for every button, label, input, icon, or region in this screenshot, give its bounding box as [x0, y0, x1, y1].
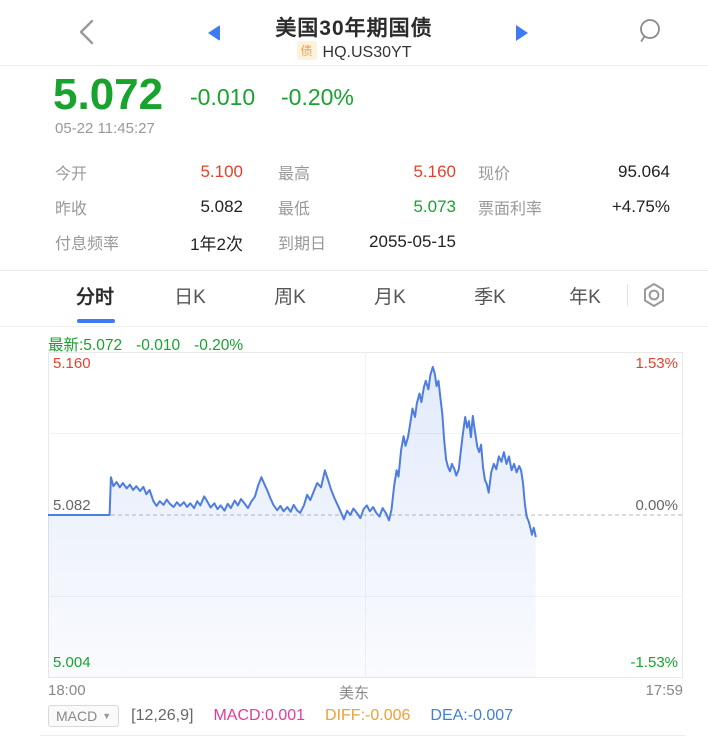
time-end-label: 17:59: [645, 682, 683, 699]
y-axis-prev-close: 5.082: [53, 497, 91, 514]
chevron-down-icon: ▼: [102, 711, 112, 721]
bottom-divider: [40, 735, 685, 736]
macd-value: MACD:0.001: [213, 707, 306, 724]
field-high: 最高 5.160: [278, 162, 456, 183]
next-instrument-arrow-icon[interactable]: [516, 25, 528, 41]
search-button[interactable]: [636, 16, 664, 46]
indicator-selector[interactable]: MACD ▼: [48, 705, 120, 727]
field-open: 今开 5.100: [55, 162, 243, 183]
field-low: 最低 5.073: [278, 197, 456, 218]
y-axis-low-percent: -1.53%: [630, 654, 678, 671]
active-tab-underline: [77, 319, 115, 323]
symbol-code: HQ.US30YT: [322, 44, 412, 61]
price-change: -0.010: [190, 84, 256, 110]
tab-gear-divider: [627, 284, 628, 306]
price-change-percent: -0.20%: [281, 84, 354, 110]
latest-change: -0.010: [136, 337, 181, 354]
latest-quote-strip: 最新:5.072 -0.010 -0.20%: [48, 333, 257, 355]
time-axis: 美东 18:00 17:59: [0, 682, 708, 702]
prev-instrument-arrow-icon[interactable]: [208, 25, 220, 41]
intraday-chart[interactable]: 5.160 1.53% 5.082 0.00% 5.004 -1.53%: [48, 352, 683, 678]
header-divider: [0, 65, 708, 66]
indicator-selector-label: MACD: [56, 708, 98, 724]
symbol-row: 债 HQ.US30YT: [0, 41, 708, 62]
search-icon: [640, 19, 660, 42]
y-axis-zero-percent: 0.00%: [635, 497, 678, 514]
field-coupon-frequency: 付息频率 1年2次: [55, 234, 243, 254]
y-axis-low-price: 5.004: [53, 654, 91, 671]
tabs-bottom-divider: [0, 326, 708, 327]
tab-weekly-k[interactable]: 周K: [274, 287, 306, 308]
field-current-price: 现价 95.064: [478, 162, 670, 183]
tab-minute-chart[interactable]: 分时: [75, 287, 114, 308]
timeseries-svg: [48, 352, 683, 678]
tabs-top-divider: [0, 270, 708, 271]
diff-value: DIFF:-0.006: [325, 707, 411, 724]
timezone-label: 美东: [338, 685, 369, 702]
chart-settings-button[interactable]: [640, 281, 668, 309]
macd-params: [12,26,9]: [131, 707, 194, 724]
field-prev-close: 昨收 5.082: [55, 197, 243, 218]
tab-monthly-k[interactable]: 月K: [374, 287, 406, 308]
page-title: 美国30年期国债: [275, 17, 433, 40]
latest-price-label: 最新:5.072: [48, 337, 123, 354]
indicator-bar: MACD ▼ [12,26,9] MACD:0.001 DIFF:-0.006 …: [48, 705, 513, 727]
gear-icon: [644, 283, 664, 307]
bond-type-badge: 债: [296, 41, 317, 60]
quote-timestamp: 05-22 11:45:27: [55, 120, 155, 137]
y-axis-high-price: 5.160: [53, 355, 91, 372]
latest-change-percent: -0.20%: [194, 337, 244, 354]
tab-daily-k[interactable]: 日K: [174, 287, 206, 308]
tab-quarterly-k[interactable]: 季K: [474, 287, 506, 308]
last-price: 5.072: [53, 70, 164, 119]
time-start-label: 18:00: [48, 682, 86, 699]
price-area-fill: [48, 366, 536, 678]
chevron-left-icon: [79, 19, 94, 45]
field-coupon-rate: 票面利率 +4.75%: [478, 197, 670, 218]
y-axis-high-percent: 1.53%: [635, 355, 678, 372]
back-button[interactable]: [74, 17, 100, 47]
field-maturity-date: 到期日 2055-05-15: [278, 232, 456, 253]
dea-value: DEA:-0.007: [430, 707, 514, 724]
tab-yearly-k[interactable]: 年K: [569, 287, 601, 308]
price-line: [48, 365, 537, 538]
